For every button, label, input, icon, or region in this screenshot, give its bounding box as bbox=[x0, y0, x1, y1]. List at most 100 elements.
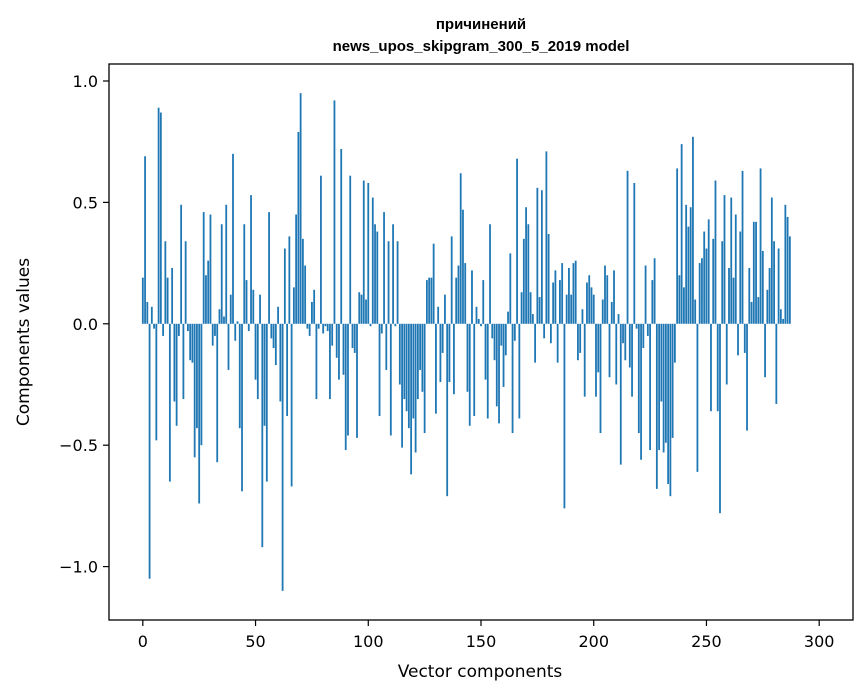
bar bbox=[491, 323, 494, 339]
bar bbox=[335, 323, 338, 358]
bar bbox=[522, 238, 525, 324]
bar bbox=[637, 323, 640, 434]
bar bbox=[473, 323, 476, 417]
bar bbox=[193, 323, 196, 458]
bar bbox=[200, 323, 203, 446]
bar bbox=[435, 323, 437, 414]
bar bbox=[518, 323, 521, 419]
bar bbox=[326, 323, 329, 332]
bar bbox=[710, 323, 712, 412]
bar bbox=[227, 323, 230, 370]
bar bbox=[520, 292, 523, 324]
bar bbox=[401, 323, 403, 448]
bar bbox=[191, 323, 194, 363]
bar bbox=[626, 170, 629, 324]
bar bbox=[545, 151, 548, 324]
bar bbox=[385, 323, 388, 370]
bar bbox=[394, 323, 397, 327]
bar bbox=[311, 301, 313, 324]
bar bbox=[157, 107, 160, 324]
bar bbox=[250, 195, 252, 324]
bar bbox=[304, 265, 307, 324]
bar bbox=[214, 323, 216, 336]
bar bbox=[374, 224, 376, 324]
bar bbox=[268, 212, 270, 324]
bar bbox=[547, 233, 550, 324]
bar bbox=[658, 323, 661, 451]
bar bbox=[351, 323, 354, 349]
bar bbox=[453, 323, 455, 395]
bar bbox=[759, 168, 762, 324]
bar bbox=[166, 277, 169, 324]
bar bbox=[171, 267, 174, 324]
x-tick-label: 100 bbox=[353, 632, 384, 651]
bar bbox=[617, 314, 620, 324]
bar bbox=[622, 323, 624, 344]
bar bbox=[232, 153, 234, 324]
bar bbox=[601, 299, 604, 324]
bar bbox=[746, 323, 748, 431]
bar bbox=[234, 323, 237, 341]
bar bbox=[619, 323, 622, 465]
bar bbox=[694, 299, 697, 324]
bar bbox=[265, 323, 268, 482]
bar bbox=[162, 323, 165, 336]
bar bbox=[716, 323, 719, 412]
bar bbox=[703, 231, 706, 324]
bar bbox=[764, 323, 766, 378]
bar bbox=[164, 241, 167, 324]
bar bbox=[229, 294, 232, 324]
bar bbox=[651, 280, 654, 324]
bar bbox=[529, 292, 532, 324]
bar bbox=[606, 275, 609, 324]
bar bbox=[597, 323, 600, 373]
bar bbox=[739, 231, 742, 324]
bar bbox=[220, 224, 223, 324]
bar bbox=[561, 263, 564, 324]
bar bbox=[773, 241, 775, 324]
bar bbox=[696, 323, 699, 472]
bar bbox=[218, 309, 221, 324]
bar bbox=[649, 323, 651, 451]
bar bbox=[141, 277, 144, 324]
bar bbox=[205, 275, 207, 324]
bar bbox=[387, 241, 390, 324]
y-tick-label: 0.0 bbox=[73, 315, 98, 334]
bar bbox=[356, 323, 358, 438]
bar bbox=[671, 323, 674, 438]
bar bbox=[498, 323, 500, 424]
bar bbox=[333, 100, 336, 324]
bar bbox=[153, 323, 155, 329]
bar bbox=[500, 323, 503, 346]
bar bbox=[290, 323, 293, 487]
bar bbox=[425, 280, 428, 324]
bar bbox=[261, 323, 264, 548]
bar bbox=[358, 292, 361, 324]
bar bbox=[471, 270, 473, 324]
bar bbox=[489, 224, 491, 324]
bar bbox=[209, 214, 212, 324]
bar bbox=[313, 289, 316, 324]
bar bbox=[349, 175, 352, 324]
bar bbox=[493, 323, 496, 361]
y-axis-ticks: 1.0 0.5 0.0 −0.5 −1.0 bbox=[59, 72, 109, 577]
bar bbox=[369, 323, 372, 327]
bar bbox=[572, 263, 575, 324]
bar bbox=[144, 156, 146, 324]
bar bbox=[446, 323, 449, 497]
bar bbox=[306, 323, 309, 329]
bar bbox=[743, 323, 746, 353]
x-tick-label: 0 bbox=[138, 632, 148, 651]
bar bbox=[383, 212, 385, 324]
bar bbox=[631, 323, 633, 397]
bar bbox=[365, 299, 367, 324]
bar bbox=[721, 241, 724, 324]
bar bbox=[353, 323, 356, 353]
bar bbox=[448, 323, 451, 383]
bar bbox=[459, 173, 462, 324]
bar bbox=[439, 323, 442, 383]
bar bbox=[187, 323, 189, 332]
bar bbox=[734, 214, 737, 324]
bar bbox=[676, 168, 679, 324]
